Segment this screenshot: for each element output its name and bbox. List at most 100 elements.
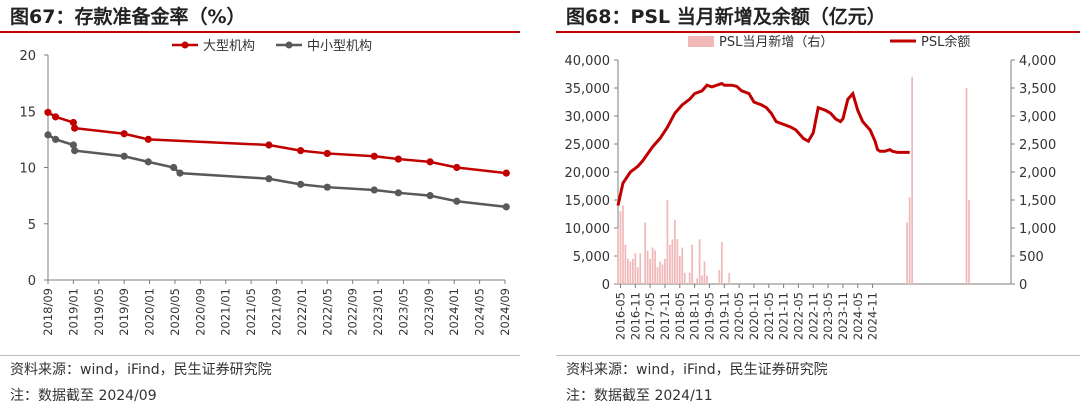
legend-bar-swatch	[688, 36, 714, 47]
series-point-0	[120, 130, 128, 138]
x-tick-label: 2022/01	[295, 288, 309, 336]
psl-bar	[968, 200, 970, 284]
series-point-1	[370, 186, 378, 194]
x-tick-label: 2024/09	[498, 288, 512, 336]
x-tick-label: 2017-05	[643, 292, 657, 340]
left-y-tick-label: 20,000	[565, 166, 611, 181]
left-note: 注：数据截至 2024/09	[10, 388, 157, 404]
series-point-1	[170, 163, 178, 172]
psl-bar	[654, 250, 656, 284]
series-point-1	[323, 183, 331, 191]
x-tick-label: 2022/09	[346, 288, 360, 336]
x-tick-label: 2023/09	[422, 288, 436, 336]
legend-label-1: 中小型机构	[307, 39, 372, 54]
series-point-0	[71, 124, 79, 132]
right-figure-title: 图68：PSL 当月新增及余额（亿元）	[566, 6, 886, 28]
x-tick-label: 2022-11	[806, 292, 820, 340]
psl-bar	[646, 250, 649, 284]
psl-bar	[696, 278, 698, 284]
x-tick-label: 2019/09	[117, 288, 131, 336]
psl-bar	[644, 222, 647, 284]
series-point-0	[426, 158, 434, 166]
x-tick-label: 2023/01	[371, 288, 385, 336]
right-y-tick-label: 4,000	[1019, 54, 1056, 69]
x-tick-label: 2019/01	[66, 288, 80, 336]
x-tick-label: 2024/05	[473, 288, 487, 336]
x-tick-label: 2019-05	[702, 292, 716, 340]
series-point-0	[297, 147, 305, 155]
psl-bar	[624, 244, 627, 284]
psl-bar	[911, 76, 913, 284]
left-figure-title: 图67：存款准备金率（%）	[10, 6, 246, 28]
series-point-0	[69, 118, 77, 127]
x-tick-label: 2020/01	[143, 288, 157, 336]
x-tick-label: 2016-11	[628, 292, 642, 340]
series-point-1	[120, 152, 128, 160]
psl-bar	[634, 253, 637, 284]
psl-bar	[965, 88, 968, 284]
left-y-tick-label: 10,000	[565, 222, 611, 237]
psl-bar	[656, 267, 659, 284]
x-tick-label: 2020-11	[747, 292, 761, 340]
x-tick-label: 2023-05	[821, 292, 835, 340]
x-tick-label: 2018/09	[41, 288, 55, 336]
psl-bar	[619, 211, 622, 284]
series-point-1	[71, 147, 79, 155]
series-point-1	[69, 141, 77, 149]
left-y-tick-label: 5,000	[573, 250, 610, 265]
series-point-1	[265, 175, 273, 183]
psl-bar	[720, 242, 723, 284]
left-y-tick-label: 40,000	[565, 54, 611, 69]
psl-bar	[673, 219, 676, 284]
right-y-tick-label: 1,500	[1019, 194, 1056, 209]
right-y-tick-label: 3,500	[1019, 82, 1056, 97]
psl-bar	[683, 272, 686, 284]
psl-bar	[669, 244, 671, 284]
psl-bar	[622, 205, 624, 284]
x-tick-label: 2019/05	[92, 288, 106, 336]
y-tick-label: 10	[19, 162, 36, 177]
legend-marker-1	[285, 41, 293, 49]
left-y-tick-label: 15,000	[565, 194, 611, 209]
left-source: 资料来源：wind，iFind，民生证券研究院	[10, 362, 272, 378]
series-point-1	[453, 197, 461, 205]
left-y-tick-label: 25,000	[565, 138, 611, 153]
x-tick-label: 2020-05	[732, 292, 746, 340]
right-chart: 0 5,000 10,000 15,000 20,000 25,000 30,000 35,0…	[565, 35, 1057, 340]
right-source-rule	[556, 355, 1080, 356]
x-tick-label: 2021-05	[762, 292, 776, 340]
psl-bar	[629, 261, 632, 284]
x-tick-label: 2021/09	[270, 288, 284, 336]
psl-bar	[661, 264, 664, 284]
y-tick-label: 20	[19, 49, 36, 64]
psl-bar	[681, 247, 684, 284]
y-tick-label: 15	[19, 105, 36, 120]
x-tick-label: 2020/05	[168, 288, 182, 336]
x-tick-label: 2021/05	[244, 288, 258, 336]
right-y-tick-label: 1,000	[1019, 222, 1056, 237]
psl-bar	[718, 270, 721, 284]
y-tick-label: 5	[28, 218, 36, 233]
psl-bar	[691, 244, 694, 284]
x-tick-label: 2019-11	[717, 292, 731, 340]
psl-bar	[698, 239, 701, 284]
series-point-1	[44, 131, 52, 139]
series-point-1	[144, 158, 152, 166]
psl-bar	[676, 239, 679, 284]
legend-marker-0	[181, 41, 189, 49]
psl-bar	[908, 197, 911, 284]
series-point-0	[265, 141, 273, 149]
psl-bar	[651, 247, 654, 284]
right-y-tick-label: 500	[1019, 250, 1044, 265]
x-tick-label: 2024-11	[866, 292, 880, 340]
psl-bar	[706, 275, 708, 284]
series-point-0	[453, 163, 461, 172]
x-tick-label: 2021/01	[219, 288, 233, 336]
series-point-0	[394, 155, 402, 163]
series-line-0	[47, 111, 507, 175]
left-panel: 图67：存款准备金率（%） 0 5 10 15 20 2018/09 2019/01 2019…	[0, 0, 520, 411]
psl-bar	[664, 258, 666, 284]
legend-bar-label: PSL当月新增（右）	[719, 35, 833, 50]
series-point-0	[502, 169, 510, 177]
series-point-1	[52, 135, 60, 143]
